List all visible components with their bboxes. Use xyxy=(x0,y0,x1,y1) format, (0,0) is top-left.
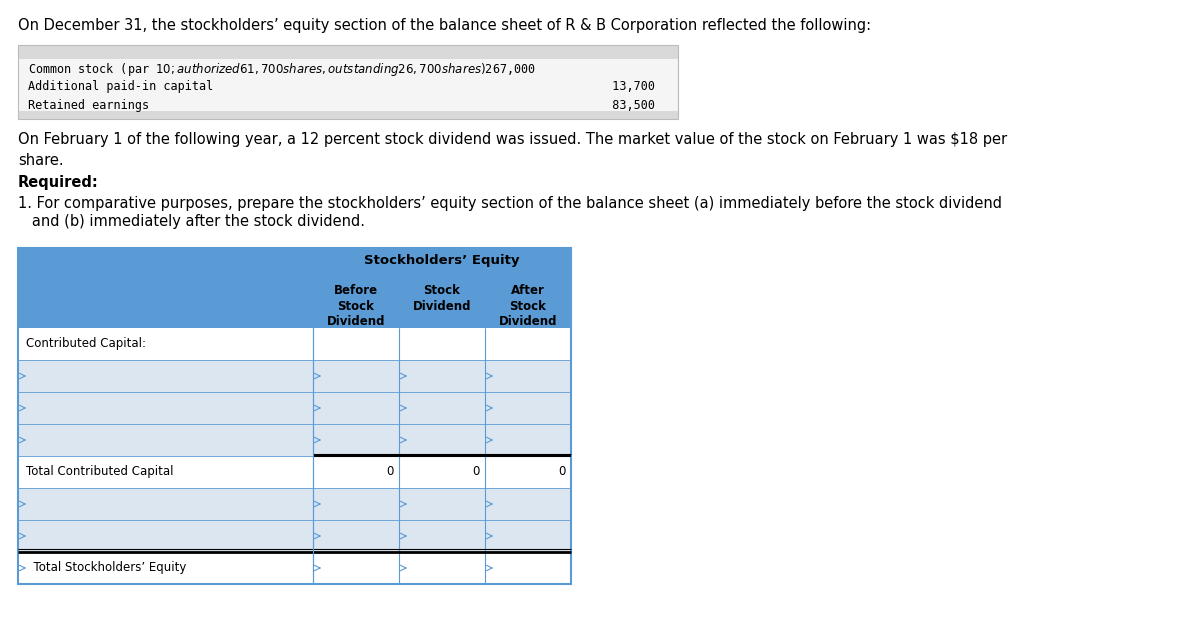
Text: Additional paid-in capital                                                      : Additional paid-in capital xyxy=(28,80,655,93)
Bar xyxy=(18,520,571,552)
Bar xyxy=(18,424,571,456)
Text: Retained earnings                                                               : Retained earnings xyxy=(28,99,655,112)
Text: 0: 0 xyxy=(473,465,480,478)
Text: Total Contributed Capital: Total Contributed Capital xyxy=(26,465,174,478)
Text: and (b) immediately after the stock dividend.: and (b) immediately after the stock divi… xyxy=(18,214,365,229)
Bar xyxy=(18,360,571,392)
Bar xyxy=(18,456,571,488)
Text: Contributed Capital:: Contributed Capital: xyxy=(26,337,146,350)
Bar xyxy=(18,59,678,111)
Text: Stockholders’ Equity: Stockholders’ Equity xyxy=(365,254,520,267)
Text: 1. For comparative purposes, prepare the stockholders’ equity section of the bal: 1. For comparative purposes, prepare the… xyxy=(18,196,1002,211)
Text: Stock
Dividend: Stock Dividend xyxy=(413,284,472,313)
Bar xyxy=(18,45,678,59)
Bar xyxy=(18,45,678,119)
Bar xyxy=(18,276,571,328)
Text: After
Stock
Dividend: After Stock Dividend xyxy=(499,284,557,328)
Bar xyxy=(18,248,571,584)
Bar xyxy=(18,248,571,276)
Bar xyxy=(18,111,678,119)
Bar xyxy=(18,488,571,520)
Text: On February 1 of the following year, a 12 percent stock dividend was issued. The: On February 1 of the following year, a 1… xyxy=(18,132,1007,168)
Bar xyxy=(18,328,571,360)
Text: Total Stockholders’ Equity: Total Stockholders’ Equity xyxy=(26,561,186,574)
Text: Before
Stock
Dividend: Before Stock Dividend xyxy=(326,284,385,328)
Text: 0: 0 xyxy=(386,465,394,478)
Bar xyxy=(18,552,571,584)
Text: 0: 0 xyxy=(559,465,566,478)
Text: Required:: Required: xyxy=(18,175,98,190)
Text: Common stock (par $10; authorized 61,700 shares, outstanding 26,700 shares)  $26: Common stock (par $10; authorized 61,700… xyxy=(28,61,535,78)
Bar xyxy=(18,392,571,424)
Text: On December 31, the stockholders’ equity section of the balance sheet of R & B C: On December 31, the stockholders’ equity… xyxy=(18,18,871,33)
